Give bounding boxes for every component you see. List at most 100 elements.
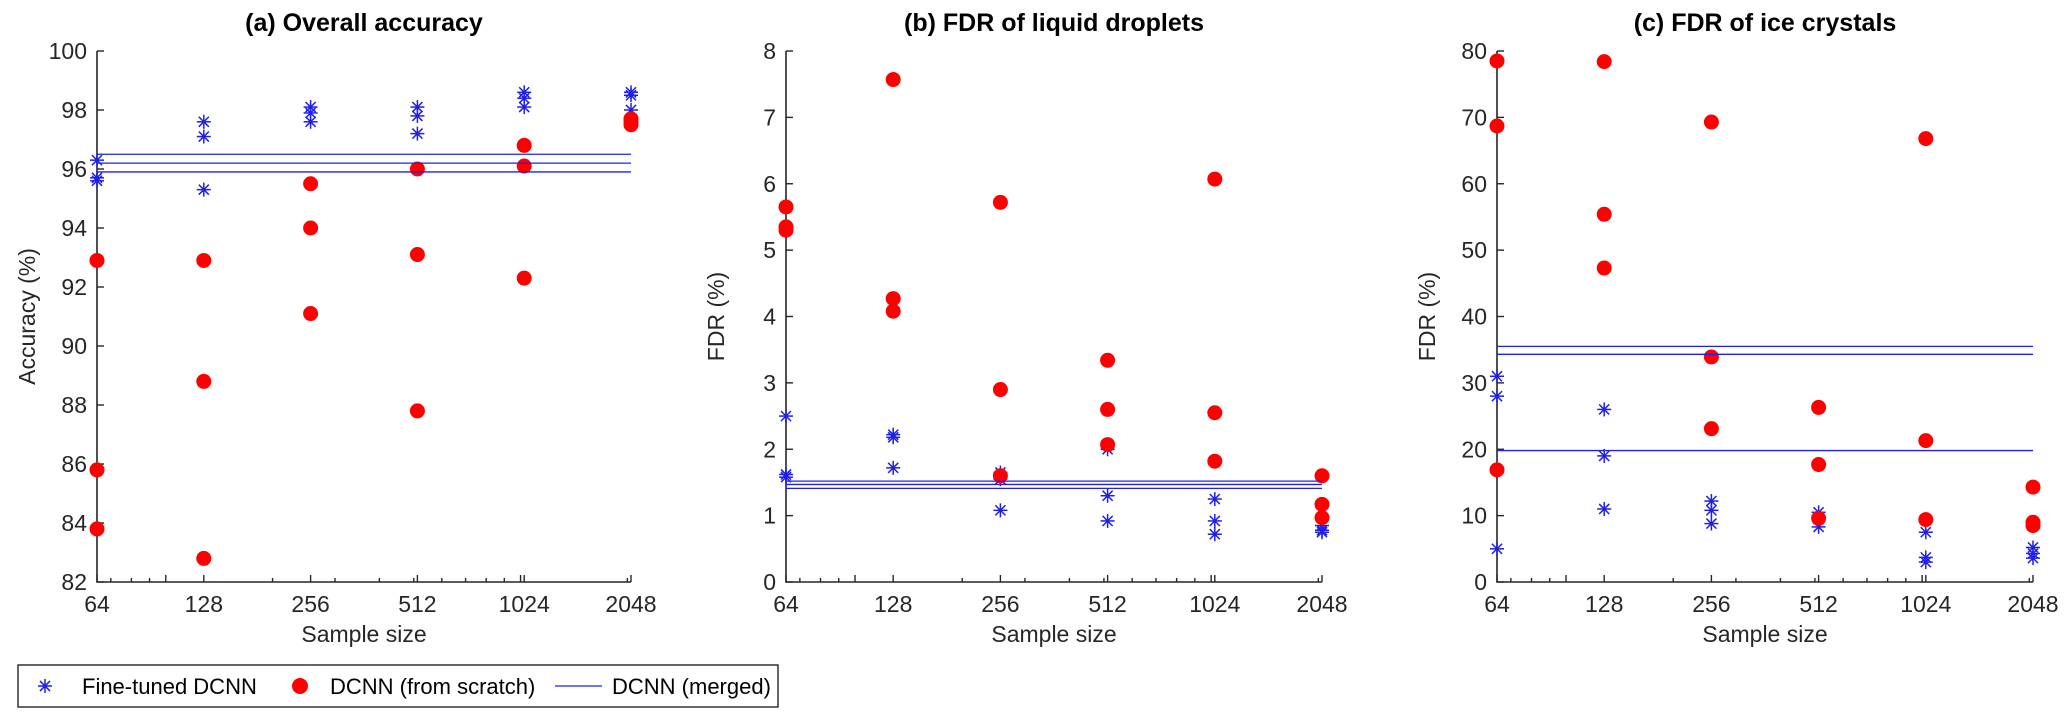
scatter-point-asterisk — [1207, 492, 1222, 507]
scatter-point-asterisk — [1704, 516, 1719, 531]
y-tick-label: 60 — [1461, 171, 1487, 197]
scatter-point-dot — [1703, 421, 1719, 437]
scatter-point-asterisk — [779, 409, 793, 424]
y-tick-label: 92 — [61, 274, 87, 300]
scatter-point-dot — [1207, 171, 1223, 187]
scatter-point-dot — [2025, 479, 2041, 495]
scatter-point-dot — [623, 117, 639, 133]
y-tick-label: 0 — [763, 569, 776, 595]
scatter-point-dot — [1100, 352, 1116, 368]
scatter-point-dot — [1489, 118, 1505, 134]
y-tick-label: 5 — [763, 237, 776, 263]
y-tick-label: 80 — [1461, 38, 1487, 64]
y-tick-label: 6 — [763, 171, 776, 197]
scatter-point-dot — [196, 550, 212, 566]
scatter-point-dot — [1703, 349, 1719, 365]
series-line — [786, 480, 1322, 490]
x-axis-label: Sample size — [301, 621, 426, 647]
scatter-point-dot — [992, 194, 1008, 210]
series-dot — [89, 111, 639, 566]
legend-label-from-scratch: DCNN (from scratch) — [330, 674, 535, 699]
x-axis-label: Sample size — [991, 621, 1116, 647]
axes-frame — [96, 51, 631, 583]
y-tick-label: 100 — [49, 38, 87, 64]
scatter-point-asterisk — [779, 470, 793, 485]
y-tick-label: 84 — [61, 510, 87, 536]
scatter-point-asterisk — [303, 114, 318, 129]
x-tick-label: 128 — [874, 591, 912, 617]
legend: Fine-tuned DCNN DCNN (from scratch) DCNN… — [17, 664, 779, 708]
series-asterisk — [1490, 369, 2040, 570]
x-tick-label: 128 — [185, 591, 223, 617]
scatter-point-dot — [1596, 260, 1612, 276]
scatter-point-dot — [885, 303, 901, 319]
scatter-point-dot — [303, 306, 319, 322]
axes-frame — [785, 51, 1322, 583]
scatter-point-asterisk — [410, 108, 425, 123]
scatter-point-dot — [1918, 131, 1934, 147]
scatter-point-asterisk — [1100, 513, 1115, 528]
scatter-point-asterisk — [2026, 551, 2040, 566]
y-tick-label: 96 — [61, 156, 87, 182]
y-tick-label: 20 — [1461, 436, 1487, 462]
scatter-point-asterisk — [410, 126, 425, 141]
y-axis-label: FDR (%) — [703, 272, 729, 361]
scatter-point-dot — [1489, 462, 1505, 478]
scatter-point-asterisk — [1918, 525, 1933, 540]
scatter-point-dot — [303, 220, 319, 236]
scatter-point-asterisk — [196, 182, 211, 197]
scatter-point-dot — [778, 199, 794, 215]
legend-item-fine-tuned: Fine-tuned DCNN — [38, 674, 257, 699]
scatter-point-dot — [409, 247, 425, 263]
legend-asterisk-glyph — [38, 679, 52, 693]
y-tick-label: 10 — [1461, 503, 1487, 529]
scatter-point-asterisk — [1207, 527, 1222, 542]
y-tick-label: 50 — [1461, 237, 1487, 263]
scatter-point-dot — [1596, 206, 1612, 222]
chart-panel-1: 64 128 256 512 1024 2048 82 84 86 88 90 92 94 96 98 100… — [14, 9, 657, 647]
scatter-point-dot — [196, 373, 212, 389]
axes-frame — [1496, 51, 2033, 583]
scatter-point-dot — [89, 252, 105, 268]
scatter-point-asterisk — [1490, 369, 1504, 384]
y-axis-label: Accuracy (%) — [14, 248, 40, 385]
series-dot — [1489, 53, 2041, 534]
legend-item-from-scratch: DCNN (from scratch) — [292, 674, 535, 699]
chart-title: (c) FDR of ice crystals — [1634, 9, 1897, 37]
chart-panel-3: 64 128 256 512 1024 2048 0 10 20 30 40 50 60 70 80 (c) … — [1414, 9, 2059, 647]
scatter-point-asterisk — [1100, 488, 1115, 503]
scatter-point-dot — [89, 462, 105, 478]
scatter-point-dot — [2025, 518, 2041, 534]
scatter-point-dot — [1314, 510, 1330, 526]
scatter-point-dot — [89, 521, 105, 537]
scatter-point-dot — [1489, 53, 1505, 69]
scatter-point-asterisk — [1597, 402, 1612, 417]
scatter-point-dot — [409, 161, 425, 177]
y-tick-label: 40 — [1461, 304, 1487, 330]
series-line — [1497, 345, 2033, 452]
y-tick-label: 70 — [1461, 104, 1487, 130]
y-tick-label: 7 — [763, 104, 776, 130]
x-tick-label: 512 — [1799, 591, 1837, 617]
x-tick-label: 64 — [1484, 591, 1510, 617]
y-tick-label: 8 — [763, 38, 776, 64]
scatter-point-dot — [409, 403, 425, 419]
legend-item-merged: DCNN (merged) — [555, 674, 771, 699]
y-tick-label: 94 — [61, 215, 87, 241]
x-tick-label: 512 — [398, 591, 436, 617]
series-dot — [778, 72, 1330, 526]
y-tick-label: 88 — [61, 392, 87, 418]
scatter-point-dot — [1207, 405, 1223, 421]
series-asterisk — [779, 409, 1329, 542]
scatter-point-asterisk — [1490, 541, 1504, 556]
y-tick-label: 90 — [61, 333, 87, 359]
scatter-point-dot — [1918, 433, 1934, 449]
scatter-point-asterisk — [1704, 503, 1719, 518]
scatter-point-dot — [1811, 457, 1827, 473]
scatter-point-dot — [885, 72, 901, 88]
scatter-point-asterisk — [1490, 389, 1504, 404]
legend-label-fine-tuned: Fine-tuned DCNN — [82, 674, 257, 699]
chart-panels: 64 128 256 512 1024 2048828486889092949698100… — [14, 9, 2059, 647]
x-tick-label: 2048 — [1296, 591, 1347, 617]
